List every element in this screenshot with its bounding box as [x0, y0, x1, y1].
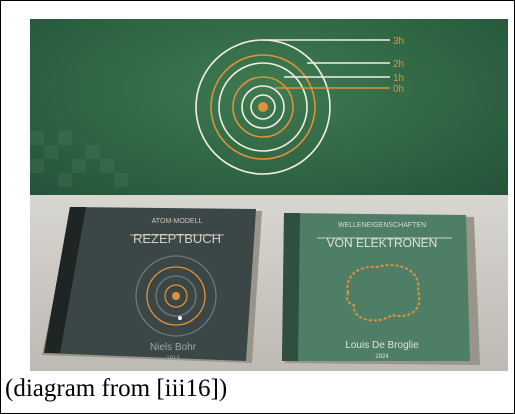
- book-de-broglie: WELLENEIGENSCHAFTEN VON ELEKTRONEN Louis…: [282, 213, 480, 365]
- book-left-title: REZEPTBUCH: [133, 231, 221, 246]
- electron-wave-ring: [345, 264, 421, 322]
- desk-surface: ATOM-MODELL REZEPTBUCH Niels Bohr 1913: [30, 195, 508, 371]
- book-right-year: 1924: [375, 354, 389, 360]
- illustration: 3h 2h 1h 0h ATOM-MODELL REZEPTBUCH: [30, 19, 508, 371]
- book-right-top-label: WELLENEIGENSCHAFTEN: [338, 222, 426, 229]
- books-illustration: ATOM-MODELL REZEPTBUCH Niels Bohr 1913: [42, 207, 480, 365]
- atom-orbit-diagram: 3h 2h 1h 0h: [195, 36, 404, 175]
- book-left-top-label: ATOM-MODELL: [152, 218, 203, 225]
- level-label-0h: 0h: [393, 84, 404, 95]
- book-right-author: Louis De Broglie: [345, 340, 419, 351]
- chalkboard: 3h 2h 1h 0h: [30, 19, 508, 195]
- book-left-author: Niels Bohr: [150, 342, 197, 353]
- nucleus: [258, 102, 268, 112]
- book-right-title: VON ELEKTRONEN: [327, 236, 438, 250]
- book-left-year: 1913: [166, 356, 180, 362]
- level-label-1h: 1h: [393, 73, 404, 84]
- book-bohr: ATOM-MODELL REZEPTBUCH Niels Bohr 1913: [42, 207, 262, 363]
- figure-caption: (diagram from [iii16]): [5, 375, 228, 402]
- level-label-3h: 3h: [393, 36, 404, 47]
- level-label-2h: 2h: [393, 59, 404, 70]
